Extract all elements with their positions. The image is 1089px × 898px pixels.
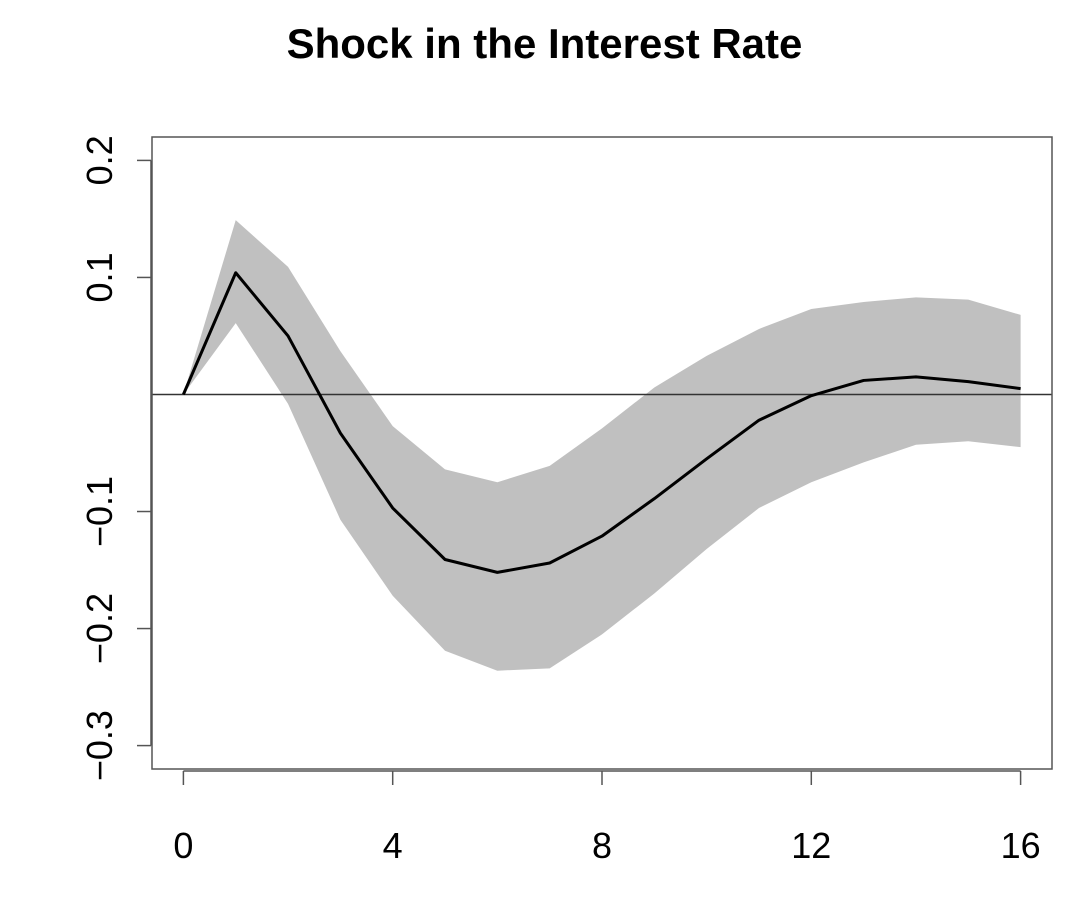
x-tick-label: 12 xyxy=(791,825,831,866)
plot-frame-layer xyxy=(151,136,1053,770)
y-tick-label: −0.3 xyxy=(79,710,120,781)
x-axis: 0 4 8 12 16 xyxy=(173,770,1041,866)
plot-frame xyxy=(151,136,1053,770)
y-tick-label: −0.1 xyxy=(79,476,120,547)
y-tick-label: 0.1 xyxy=(79,252,120,302)
confidence-band xyxy=(183,220,1021,671)
y-tick-label: 0.2 xyxy=(79,135,120,185)
x-tick-label: 16 xyxy=(1001,825,1041,866)
y-axis: −0.3 −0.2 −0.1 0.1 0.2 xyxy=(79,135,152,781)
chart-title: Shock in the Interest Rate xyxy=(286,20,803,67)
y-tick-label: −0.2 xyxy=(79,593,120,664)
x-tick-label: 0 xyxy=(173,825,193,866)
series-line-layer xyxy=(182,271,1021,574)
x-tick-label: 8 xyxy=(592,825,612,866)
confidence-band-layer xyxy=(183,220,1021,671)
x-tick-label: 4 xyxy=(383,825,403,866)
